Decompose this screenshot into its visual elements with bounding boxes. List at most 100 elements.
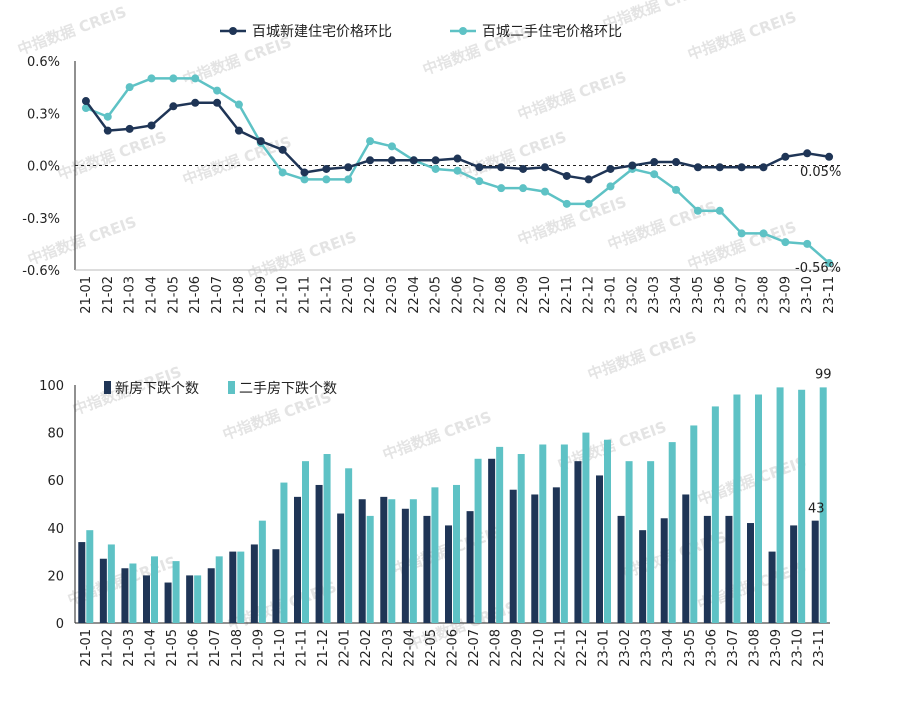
second-home-price-series-point (519, 184, 528, 193)
second-home-price-series-point (562, 199, 571, 208)
line-x-tick-label: 22-07 (472, 276, 487, 314)
second-home-drop-bar (690, 425, 698, 623)
second-home-drop-bar (819, 387, 827, 623)
new-home-price-series-point (81, 97, 90, 106)
bar-x-tick-label: 21-01 (79, 629, 94, 667)
new-home-drop-bar (229, 551, 237, 623)
bar-x-tick-label: 22-07 (467, 629, 482, 667)
second-home-price-series-point (803, 239, 812, 248)
legend-marker-second-dot (459, 27, 467, 35)
second-home-drop-bar (107, 544, 115, 623)
line-x-tick-label: 21-03 (123, 276, 138, 314)
bar-y-tick-label: 40 (47, 522, 64, 537)
bar-x-tick-label: 21-08 (230, 629, 245, 667)
second-home-drop-bar (517, 454, 525, 623)
bar-x-tick-label: 22-01 (338, 629, 353, 667)
bar-x-tick-label: 23-08 (748, 629, 763, 667)
new-home-price-series-point (344, 163, 353, 172)
line-x-tick-label: 22-06 (451, 276, 466, 314)
watermark-text: 中指数据 CREIS (180, 133, 294, 189)
second-home-drop-bar (215, 556, 223, 623)
new-home-drops-end-label: 43 (808, 502, 825, 517)
watermark-text: 中指数据 CREIS (515, 68, 629, 124)
new-home-price-series-point (628, 161, 637, 170)
bar-x-tick-label: 22-11 (553, 629, 568, 667)
new-home-price-series-point (322, 164, 331, 173)
watermark-text: 中指数据 CREIS (15, 3, 129, 59)
new-home-drop-bar (207, 568, 215, 623)
second-home-price-series-point (475, 177, 484, 186)
new-home-price-series-point (781, 152, 790, 161)
second-home-drop-bar (172, 561, 180, 623)
new-home-drop-bar (272, 549, 280, 623)
watermark-text: 中指数据 CREIS (380, 408, 494, 464)
second-home-price-series-point (606, 182, 615, 191)
legend-label-second-home-drops: 二手房下跌个数 (239, 381, 337, 397)
legend-swatch-new-home (104, 381, 111, 394)
new-home-price-series-point (278, 145, 287, 154)
new-home-drop-bar (164, 582, 172, 623)
new-home-drop-bar (682, 494, 690, 623)
bar-x-tick-label: 21-11 (295, 629, 310, 667)
watermark-text: 中指数据 CREIS (455, 128, 569, 184)
second-home-drop-bar (668, 442, 676, 623)
line-x-tick-label: 22-12 (582, 276, 597, 314)
bar-x-tick-label: 22-05 (424, 629, 439, 667)
line-y-tick-label: 0.6% (27, 55, 60, 70)
line-x-tick-label: 22-11 (560, 276, 575, 314)
second-home-price-series-point (715, 206, 724, 215)
line-x-tick-label: 22-09 (516, 276, 531, 314)
second-home-price-series-point (540, 187, 549, 196)
new-home-drop-bar (358, 499, 366, 623)
second-home-drop-bar (733, 394, 741, 623)
second-home-drop-bar (258, 520, 266, 623)
new-home-drop-bar (315, 484, 323, 623)
line-x-tick-label: 23-04 (669, 276, 684, 314)
bar-x-tick-label: 21-02 (100, 629, 115, 667)
second-home-price-series-point (825, 259, 834, 268)
bar-x-tick-label: 23-10 (791, 629, 806, 667)
new-home-drop-bar (811, 520, 819, 623)
line-x-tick-label: 21-02 (101, 276, 116, 314)
second-home-price-series-point (759, 229, 768, 238)
new-home-price-series-point (584, 175, 593, 184)
bar-x-tick-label: 21-07 (208, 629, 223, 667)
bar-x-tick-label: 21-04 (144, 629, 159, 667)
line-x-tick-label: 23-10 (800, 276, 815, 314)
second-home-drop-bar (280, 482, 288, 623)
new-home-price-series-point (103, 126, 112, 135)
new-home-drop-bar (531, 494, 539, 623)
line-x-tick-label: 23-07 (735, 276, 750, 314)
bar-y-tick-label: 60 (47, 474, 64, 489)
second-home-drop-bar (582, 432, 590, 623)
second-home-drop-bar (129, 563, 137, 623)
second-home-drop-bar (151, 556, 158, 623)
line-x-tick-label: 23-06 (713, 276, 728, 314)
new-home-price-series-point (256, 137, 265, 146)
new-home-price-series-point (366, 156, 375, 165)
line-x-tick-label: 21-06 (188, 276, 203, 314)
bar-x-tick-label: 22-09 (510, 629, 525, 667)
second-home-price-series-point (147, 74, 156, 83)
new-home-drop-bar (703, 515, 711, 623)
new-home-price-series-point (191, 98, 200, 107)
second-home-drop-bar (755, 394, 762, 623)
new-home-drop-bar (121, 568, 129, 623)
new-home-price-series-point (387, 156, 396, 165)
new-home-drop-bar (574, 461, 582, 623)
second-home-drop-bar (431, 487, 439, 623)
second-home-end-label: -0.56% (795, 261, 841, 276)
watermark-text: 中指数据 CREIS (685, 8, 799, 64)
new-home-drop-bar (596, 475, 603, 623)
new-home-price-series-point (803, 149, 812, 158)
bar-y-tick-label: 100 (39, 379, 64, 394)
line-x-tick-label: 21-10 (276, 276, 291, 314)
second-home-price-series-point (497, 184, 506, 193)
second-home-drop-bar (323, 454, 331, 623)
new-home-price-series-point (147, 121, 156, 130)
new-home-price-series-point (519, 164, 528, 173)
second-home-drop-bar (237, 551, 245, 623)
bar-chart-legend: 新房下跌个数 二手房下跌个数 (104, 381, 337, 397)
bar-x-tick-label: 21-05 (165, 629, 180, 667)
second-home-drop-bar (345, 468, 353, 623)
